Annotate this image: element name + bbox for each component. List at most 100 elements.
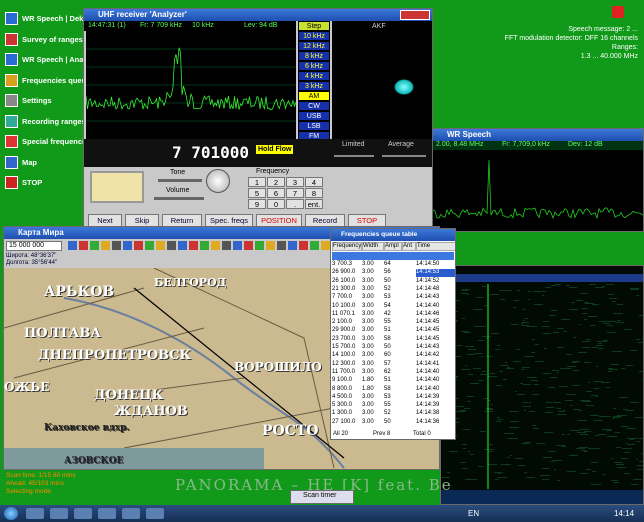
keypad-key[interactable]: 7	[286, 188, 304, 198]
column-header[interactable]: Frequency	[332, 242, 362, 251]
cell[interactable]: 14:14:52	[416, 277, 440, 284]
cell[interactable]: 14:14:43	[416, 344, 440, 350]
toolbar-button[interactable]	[288, 241, 297, 250]
cell[interactable]: 51	[384, 327, 391, 334]
keypad-key[interactable]: 6	[267, 188, 285, 198]
cell[interactable]: 58	[384, 385, 391, 392]
cell[interactable]	[402, 319, 416, 327]
desktop-icon[interactable]	[5, 32, 18, 46]
cell[interactable]: 26 100.0	[332, 277, 356, 284]
cell[interactable]	[402, 327, 416, 335]
cell[interactable]: 14:14:45	[416, 319, 440, 326]
toolbar-button[interactable]	[200, 241, 209, 250]
cell[interactable]	[402, 294, 416, 302]
cell[interactable]: 50	[384, 418, 391, 425]
cell[interactable]: 3.00	[362, 360, 374, 367]
column-header[interactable]: Width	[362, 242, 384, 251]
keypad-key[interactable]: 4	[305, 177, 323, 187]
cell[interactable]: 3.00	[362, 302, 374, 309]
cell[interactable]: 14:14:40	[416, 368, 440, 375]
taskbar-app[interactable]	[74, 508, 92, 519]
cell[interactable]: 50	[384, 277, 391, 284]
column-header[interactable]: Ampl	[384, 242, 402, 251]
desktop-icon-label[interactable]: Special frequencies	[22, 137, 93, 146]
cell[interactable]: 15 700.0	[332, 344, 356, 350]
cell[interactable]: 50	[384, 344, 391, 350]
cell[interactable]: 14:14:42	[416, 352, 440, 359]
slider[interactable]	[382, 155, 426, 157]
keypad-key[interactable]: 9	[248, 199, 266, 209]
mode-button[interactable]: 4 kHz	[298, 71, 330, 81]
taskbar-app[interactable]	[146, 508, 164, 519]
cell[interactable]: 14:14:40	[416, 377, 440, 384]
cell[interactable]: 14:14:40	[416, 302, 440, 309]
keypad-key[interactable]: 5	[248, 188, 266, 198]
toolbar-button[interactable]	[266, 241, 275, 250]
cell[interactable]	[402, 369, 416, 377]
cell[interactable]	[402, 361, 416, 369]
toolbar-button[interactable]	[299, 241, 308, 250]
cell[interactable]: 3.00	[362, 402, 374, 409]
desktop-icon[interactable]	[5, 73, 18, 87]
slider[interactable]	[334, 155, 374, 157]
toolbar-button[interactable]	[123, 241, 132, 250]
cell[interactable]: 54	[384, 302, 391, 309]
keypad-key[interactable]: 1	[248, 177, 266, 187]
cell[interactable]	[402, 269, 416, 277]
cell[interactable]: 42	[384, 310, 391, 317]
language[interactable]: EN	[468, 509, 480, 518]
mode-button[interactable]: 10 kHz	[298, 31, 330, 41]
cell[interactable]: 2 100.0	[332, 319, 353, 326]
cell[interactable]: 1.80	[362, 385, 374, 392]
toolbar-button[interactable]	[189, 241, 198, 250]
taskbar-app[interactable]	[50, 508, 68, 519]
toolbar-button[interactable]	[112, 241, 121, 250]
cell[interactable]: 57	[384, 360, 391, 367]
cell[interactable]: 3.00	[362, 269, 374, 276]
cell[interactable]: 52	[384, 410, 391, 417]
cell[interactable]: 52	[384, 285, 391, 292]
mode-button[interactable]: Step	[298, 21, 330, 31]
cell[interactable]: 21 300.0	[332, 285, 356, 292]
desktop-icon-label[interactable]: WR Speech | Analyzer	[22, 55, 101, 64]
desktop-icon[interactable]	[5, 12, 18, 25]
volume-slider[interactable]	[154, 197, 204, 200]
taskbar-app[interactable]	[26, 508, 44, 519]
cell[interactable]: 3.00	[362, 277, 374, 284]
cell[interactable]: 3.00	[362, 335, 374, 342]
mode-button[interactable]: 6 kHz	[298, 61, 330, 71]
cell[interactable]	[402, 352, 416, 360]
cell[interactable]: 11 070.1	[332, 310, 355, 317]
cell[interactable]	[402, 377, 416, 385]
cell[interactable]	[402, 278, 416, 286]
cell[interactable]: 14:14:48	[416, 285, 440, 292]
cell[interactable]: 10 100.0	[332, 302, 356, 309]
cell[interactable]: 14:14:53	[416, 269, 455, 278]
toolbar-button[interactable]	[79, 241, 88, 250]
toolbar-button[interactable]	[222, 241, 231, 250]
cell[interactable]: 5 300.0	[332, 402, 353, 409]
cell[interactable]: 3.00	[362, 393, 374, 400]
toolbar-button[interactable]	[68, 241, 77, 250]
toolbar-button[interactable]	[167, 241, 176, 250]
toolbar-button[interactable]	[310, 241, 319, 250]
cell[interactable]: 12 300.0	[332, 360, 356, 367]
desktop-icon[interactable]	[5, 135, 18, 148]
cell[interactable]: 14:14:45	[416, 335, 440, 342]
cell[interactable]	[402, 394, 416, 402]
toolbar-button[interactable]	[233, 241, 242, 250]
desktop-icon[interactable]	[5, 155, 18, 169]
mode-button[interactable]: CW	[298, 101, 330, 111]
cell[interactable]: 3.00	[362, 410, 374, 417]
toolbar-button[interactable]	[321, 241, 330, 250]
column-header[interactable]: Ant	[402, 242, 416, 251]
hold-button[interactable]: Hold Flow	[256, 145, 294, 154]
mode-button[interactable]: LSB	[298, 121, 330, 131]
toolbar-button[interactable]	[255, 241, 264, 250]
desktop-icon[interactable]	[5, 176, 18, 189]
cell[interactable]	[402, 261, 416, 269]
cell[interactable]: 14:14:36	[416, 418, 440, 425]
cell[interactable]	[402, 311, 416, 319]
cell[interactable]: 29 900.0	[332, 327, 356, 334]
cell[interactable]: 3.00	[362, 352, 374, 359]
